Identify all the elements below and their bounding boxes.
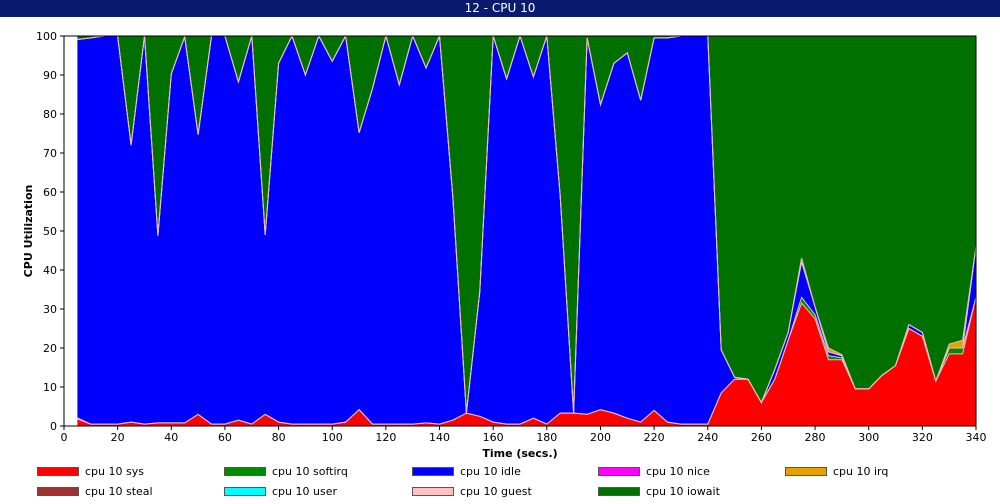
x-tick-label: 40 — [164, 431, 178, 444]
legend-label: cpu 10 sys — [85, 465, 144, 478]
legend-label: cpu 10 user — [272, 485, 337, 498]
legend-swatch — [412, 467, 454, 476]
y-tick-label: 10 — [43, 381, 57, 394]
y-tick-label: 70 — [43, 147, 57, 160]
y-tick-label: 100 — [36, 30, 57, 43]
x-tick-label: 320 — [912, 431, 933, 444]
x-axis-ticks: 0 20 40 60 80 100 120 140 160 180 200 220 240 260 280 3… — [61, 426, 987, 444]
x-tick-label: 340 — [966, 431, 987, 444]
legend-swatch — [598, 467, 640, 476]
y-tick-label: 30 — [43, 303, 57, 316]
area-cpu-10-iowait — [77, 36, 976, 414]
y-tick-label: 40 — [43, 264, 57, 277]
x-tick-label: 100 — [322, 431, 343, 444]
legend-swatch — [37, 487, 79, 496]
area-cpu-10-sys — [77, 297, 976, 426]
legend-swatch — [37, 467, 79, 476]
legend-swatch — [785, 467, 827, 476]
window-title-bar: 12 - CPU 10 — [0, 0, 1000, 17]
x-tick-label: 0 — [61, 431, 68, 444]
x-tick-label: 60 — [218, 431, 232, 444]
y-tick-label: 80 — [43, 108, 57, 121]
legend-swatch — [224, 467, 266, 476]
window-title: 12 - CPU 10 — [464, 1, 536, 15]
legend-label: cpu 10 guest — [460, 485, 532, 498]
legend-label: cpu 10 iowait — [646, 485, 720, 498]
cpu-utilization-chart: 0 20 40 60 80 100 120 140 160 180 200 220 240 260 280 3… — [22, 30, 987, 460]
y-axis-ticks: 0 10 20 30 40 50 60 70 80 90 100 — [36, 30, 64, 433]
line-cpu-10-softirq — [77, 296, 977, 425]
x-tick-label: 20 — [111, 431, 125, 444]
x-tick-label: 180 — [536, 431, 557, 444]
x-tick-label: 200 — [590, 431, 611, 444]
x-axis-label: Time (secs.) — [482, 447, 557, 460]
x-tick-label: 280 — [805, 431, 826, 444]
x-tick-label: 260 — [751, 431, 772, 444]
x-tick-label: 140 — [429, 431, 450, 444]
x-tick-label: 300 — [858, 431, 879, 444]
y-tick-label: 0 — [50, 420, 57, 433]
legend-label: cpu 10 softirq — [272, 465, 348, 478]
area-cpu-10-idle — [77, 36, 976, 425]
legend-swatch — [412, 487, 454, 496]
y-tick-label: 50 — [43, 225, 57, 238]
x-tick-label: 220 — [644, 431, 665, 444]
x-tick-label: 120 — [375, 431, 396, 444]
x-tick-label: 240 — [697, 431, 718, 444]
series-areas — [77, 36, 976, 426]
legend-swatch — [224, 487, 266, 496]
x-tick-label: 160 — [483, 431, 504, 444]
y-axis-label: CPU Utilization — [22, 185, 35, 278]
y-tick-label: 90 — [43, 69, 57, 82]
legend-label: cpu 10 nice — [646, 465, 710, 478]
legend-label: cpu 10 idle — [460, 465, 521, 478]
legend-label: cpu 10 steal — [85, 485, 153, 498]
x-tick-label: 80 — [272, 431, 286, 444]
legend-label: cpu 10 irq — [833, 465, 889, 478]
legend-swatch — [598, 487, 640, 496]
y-tick-label: 60 — [43, 186, 57, 199]
line-cpu-10-irq — [77, 34, 977, 414]
y-tick-label: 20 — [43, 342, 57, 355]
